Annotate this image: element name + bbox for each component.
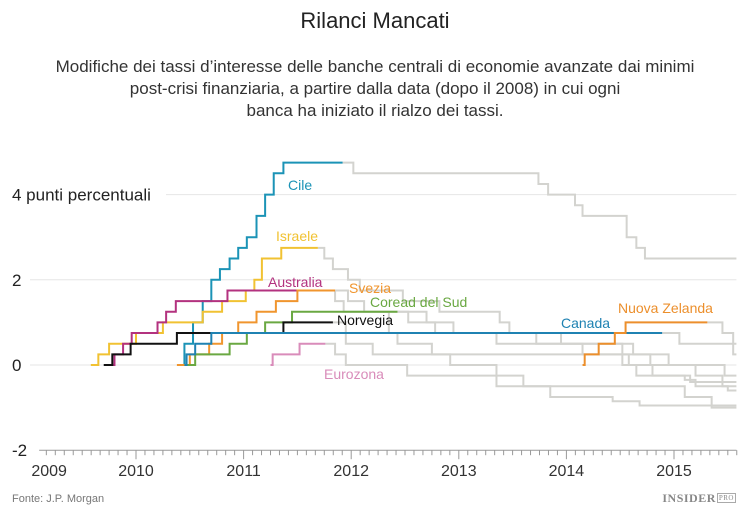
y-tick-label: 4 punti percentuali — [12, 186, 151, 205]
source-note: Fonte: J.P. Morgan — [12, 493, 105, 505]
series-line-canada — [184, 332, 663, 366]
series-line-nuova-zelanda — [582, 321, 708, 366]
series-label-australia: Australia — [268, 274, 323, 290]
series-line-later-eurozona — [325, 342, 737, 407]
series-line-cile — [179, 161, 343, 366]
subtitle-line: Modifiche dei tassi d’interesse delle ba… — [55, 57, 695, 76]
x-tick-label: 2014 — [549, 463, 585, 480]
y-tick-label: 2 — [12, 271, 21, 290]
series-line-eurozona — [270, 342, 326, 366]
series-label-norvegia: Norvegia — [337, 312, 394, 328]
logo-badge: PRO — [716, 493, 736, 503]
highlight-paths — [90, 161, 708, 366]
series-label-eurozona: Eurozona — [324, 366, 384, 382]
y-tick-label: -2 — [12, 441, 27, 460]
x-tick-label: 2015 — [656, 463, 692, 480]
x-axis: 2009 2010 2011 2012 2013 2014 2015 — [31, 449, 738, 480]
logo-text: INSIDER — [662, 491, 716, 505]
subtitle-line: banca ha iniziato il rialzo dei tassi. — [246, 101, 504, 120]
series-line-later-nuova-zelanda — [707, 321, 737, 345]
series-line-later-canada — [662, 332, 737, 356]
series-label-cile: Cile — [288, 177, 313, 193]
x-tick-label: 2010 — [118, 463, 154, 480]
y-tick-label: 0 — [12, 356, 21, 375]
series-line-coread-del-sud — [184, 310, 398, 366]
series-label-corea: Coread del Sud — [370, 294, 468, 310]
series-label-nuova-zelanda: Nuova Zelanda — [618, 300, 713, 316]
series-line-norvegia — [103, 321, 333, 366]
series-label-israele: Israele — [276, 228, 319, 244]
series-label-canada: Canada — [561, 315, 611, 331]
x-tick-label: 2009 — [31, 463, 67, 480]
series-line-later-cile — [342, 161, 737, 260]
x-tick-label: 2013 — [441, 463, 477, 480]
chart-title: Rilanci Mancati — [300, 8, 450, 33]
x-tick-label: 2011 — [226, 463, 261, 480]
series-line-israele — [90, 246, 318, 366]
series-line-later-norvegia — [332, 321, 737, 377]
subtitle-line: post-crisi finanziaria, a partire dalla … — [129, 79, 621, 98]
insider-pro-logo: INSIDER PRO — [662, 491, 736, 506]
x-tick-label: 2012 — [333, 463, 369, 480]
chart-subtitle: Modifiche dei tassi d’interesse delle ba… — [40, 56, 710, 122]
series-label-svezia: Svezia — [349, 280, 392, 296]
series-line-later-coread-del-sud — [397, 310, 737, 388]
